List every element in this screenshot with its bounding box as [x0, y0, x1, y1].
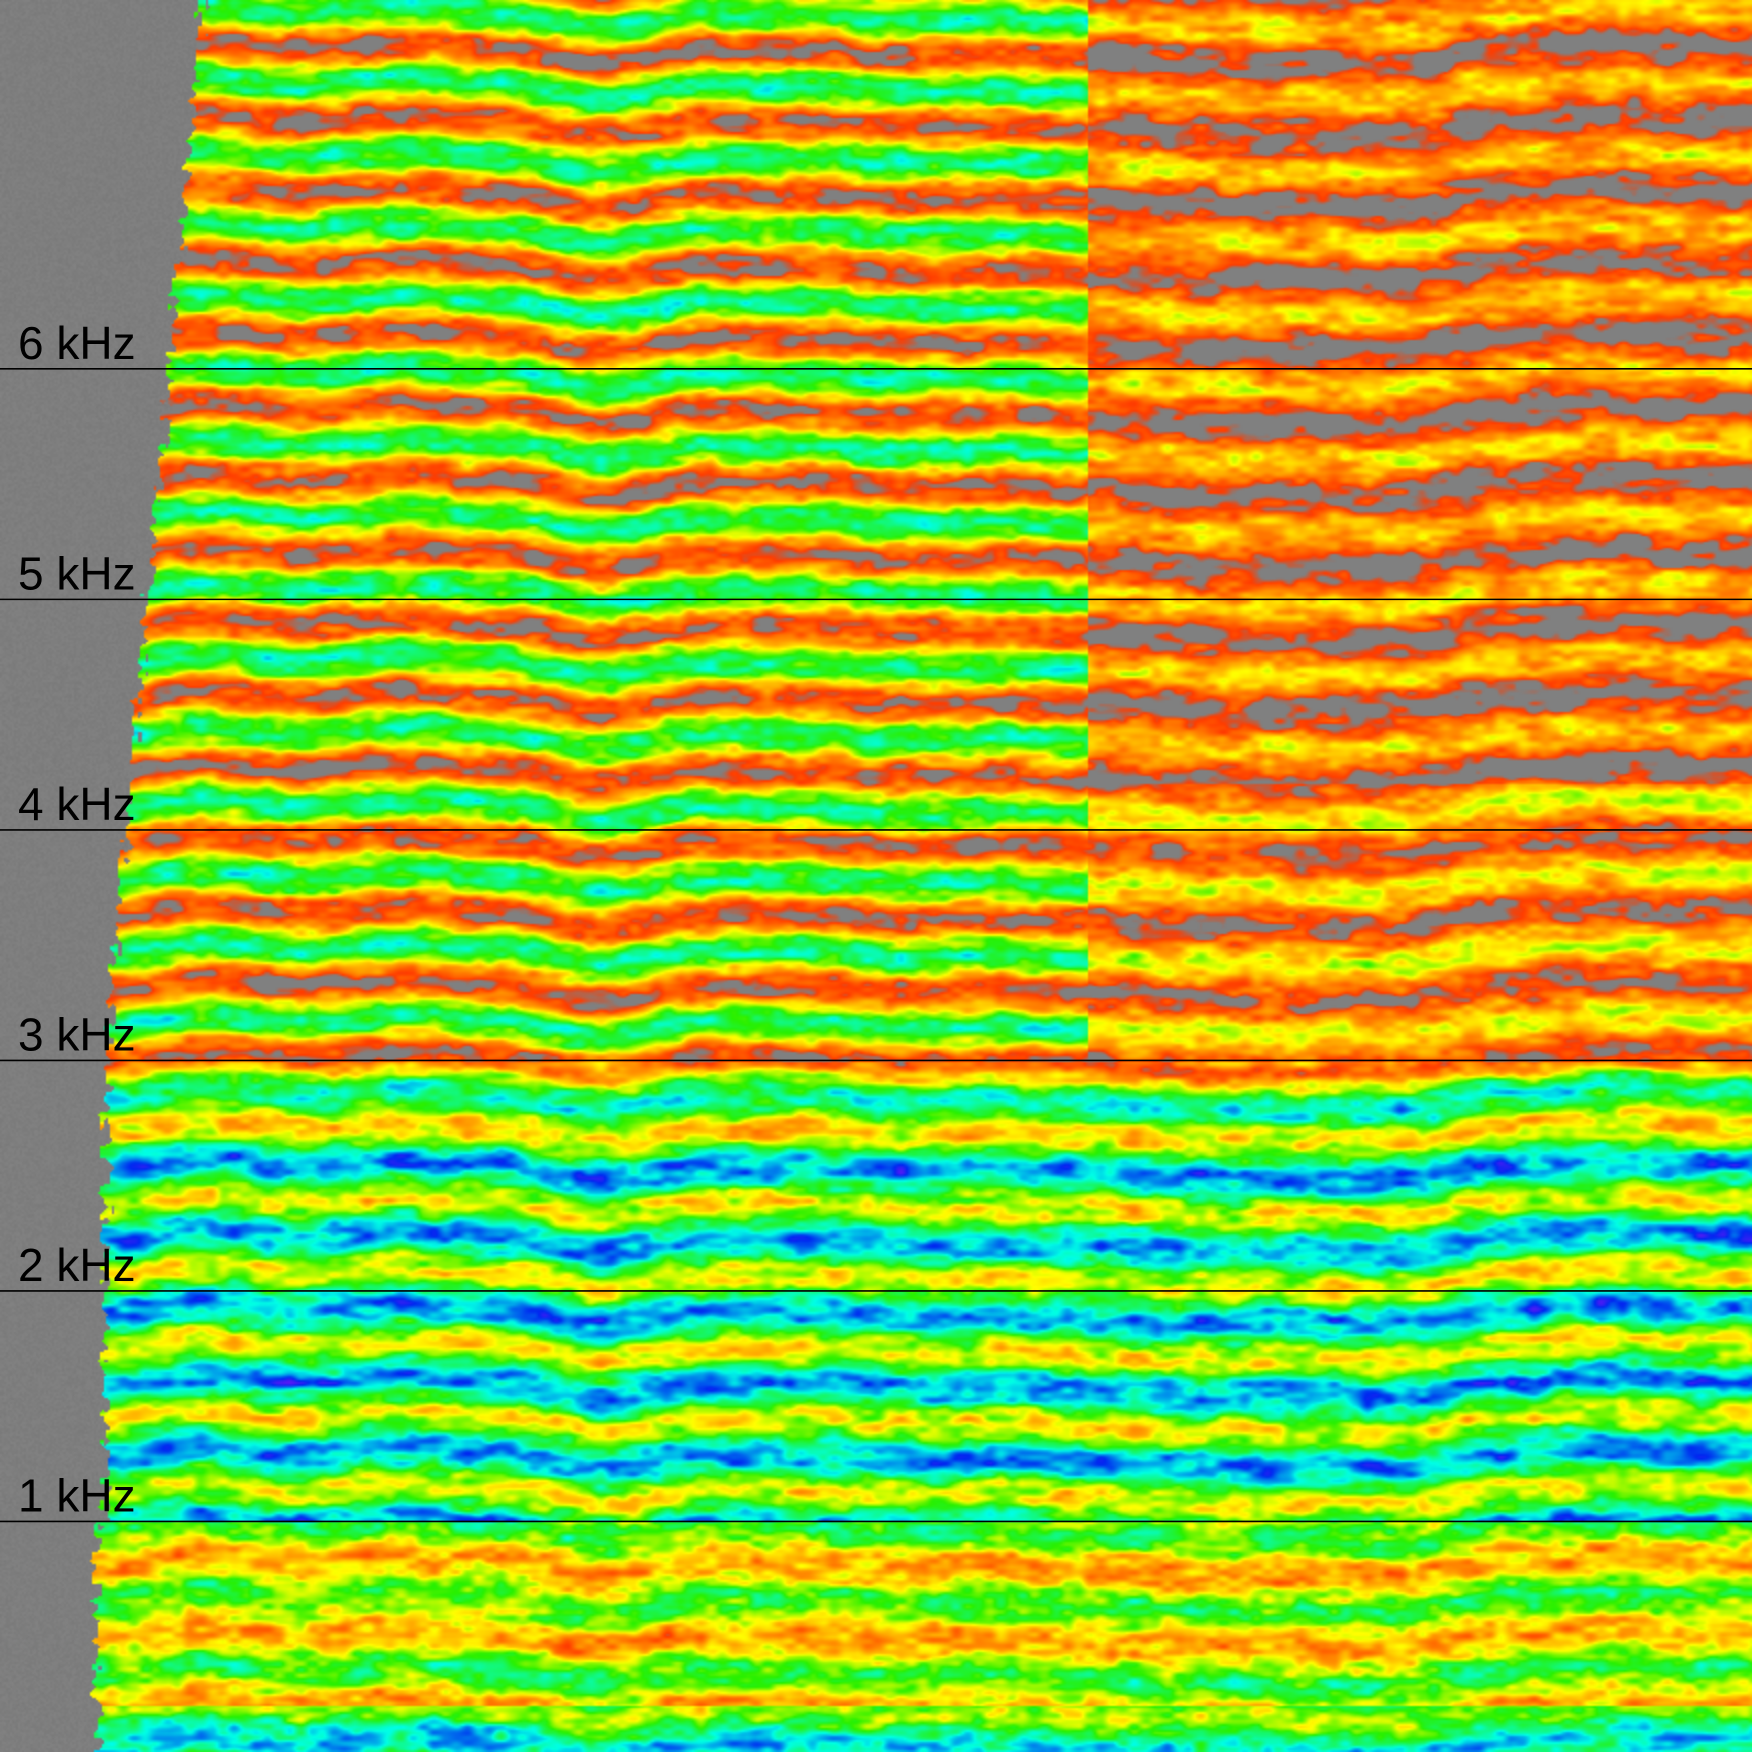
tick-label-5khz: 5 kHz — [18, 547, 136, 599]
tick-label-6khz: 6 kHz — [18, 317, 136, 369]
tick-label-3khz: 3 kHz — [18, 1008, 136, 1060]
tick-label-2khz: 2 kHz — [18, 1239, 136, 1291]
tick-label-1khz: 1 kHz — [18, 1469, 136, 1521]
tick-label-4khz: 4 kHz — [18, 778, 136, 830]
